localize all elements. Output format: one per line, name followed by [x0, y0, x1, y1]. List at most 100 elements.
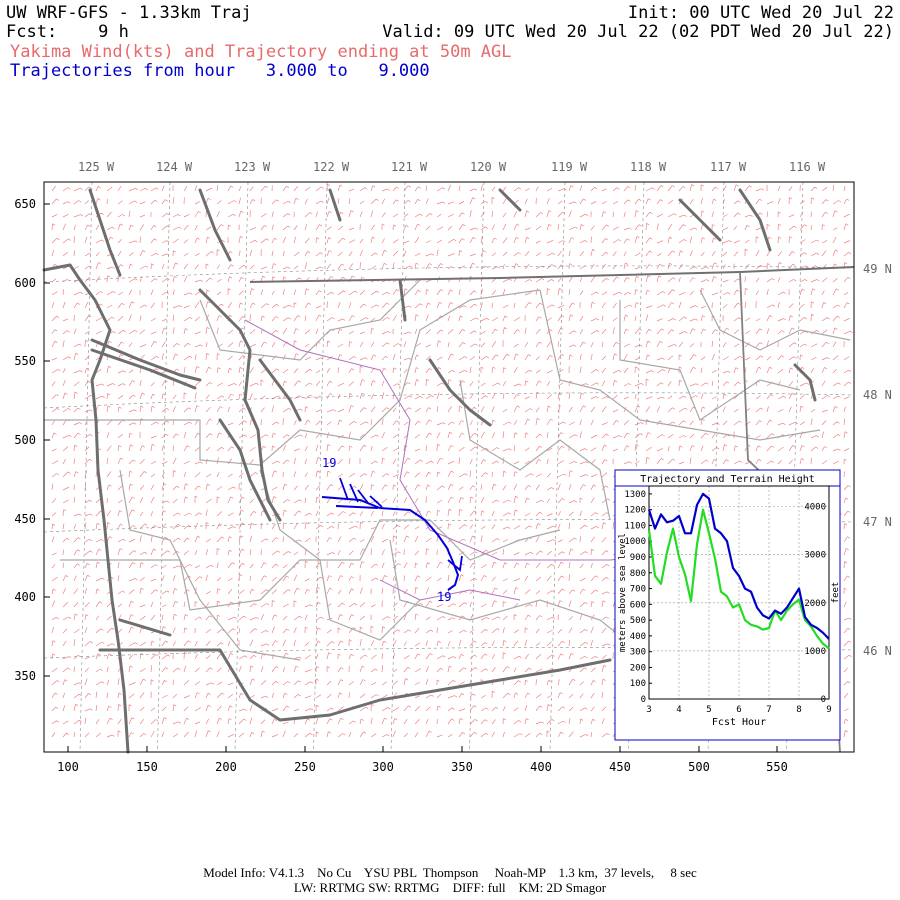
inset-y2-tick-label: 0 [821, 695, 826, 705]
inset-x-tick-label: 6 [736, 705, 741, 715]
inset-y-tick-label: 100 [630, 679, 646, 689]
state-county-borders [44, 266, 855, 753]
inset-x-tick-label: 4 [676, 705, 681, 715]
inset-y-label-right: feet [831, 582, 841, 604]
inset-y-tick-label: 0 [641, 695, 646, 705]
inset-x-tick-label: 9 [826, 705, 831, 715]
inset-x-tick-label: 3 [646, 705, 651, 715]
meridian-line [79, 181, 93, 753]
y-axis-label: 550 [14, 354, 36, 368]
lon-label: 121 W [391, 160, 428, 174]
lon-label: 125 W [78, 160, 115, 174]
inset-x-label: Fcst Hour [712, 717, 766, 728]
lon-label: 120 W [470, 160, 507, 174]
inset-y-tick-label: 1200 [624, 506, 646, 516]
lat-label: 47 N [863, 515, 892, 529]
inset-y-tick-label: 1300 [624, 490, 646, 500]
forecast-hour: Fcst: 9 h [6, 22, 129, 42]
coastline [793, 363, 817, 402]
inset-y-tick-label: 1000 [624, 537, 646, 547]
y-axis-label: 650 [14, 197, 36, 211]
x-axis-label: 450 [609, 760, 631, 774]
inset-x-tick-label: 7 [766, 705, 771, 715]
county-border [699, 289, 851, 351]
county-border [119, 469, 301, 661]
lat-label: 48 N [863, 388, 892, 402]
y-axis-label: 500 [14, 433, 36, 447]
lon-label: 119 W [551, 160, 588, 174]
coastline [678, 198, 722, 242]
coastline [398, 278, 407, 322]
coastline [118, 618, 172, 637]
inset-x-tick-label: 8 [796, 705, 801, 715]
parallel-line [43, 392, 855, 409]
inset-y-label-left: meters above sea level [618, 533, 628, 652]
parallel-line [43, 265, 855, 283]
inset-y-tick-label: 400 [630, 632, 646, 642]
coastline [42, 263, 130, 754]
coastline [90, 338, 202, 382]
trajectory-line [321, 496, 460, 591]
model-info-line1: Model Info: V4.1.3 No Cu YSU PBL Thompso… [203, 865, 697, 880]
meridian-line [234, 181, 249, 753]
county-border [389, 539, 651, 661]
trajectory-barb [357, 489, 369, 504]
inset-plot-frame [648, 485, 830, 700]
inset-y-tick-label: 1100 [624, 521, 646, 531]
inset-y-tick-label: 700 [630, 585, 646, 595]
trajectory-hours: Trajectories from hour 3.000 to 9.000 [10, 61, 430, 81]
y-axis-label: 400 [14, 590, 36, 604]
inset-y-tick-label: 900 [630, 553, 646, 563]
inset-y-tick-label: 800 [630, 569, 646, 579]
county-border [60, 519, 561, 611]
trajectory-line [335, 505, 379, 509]
inset-y-tick-label: 300 [630, 648, 646, 658]
inset-y2-tick-label: 1000 [804, 647, 826, 657]
x-axis-label: 500 [688, 760, 710, 774]
trajectory-end-label: 19 [437, 590, 451, 604]
trajectory-height-line [647, 492, 830, 640]
x-axis-label: 400 [530, 760, 552, 774]
inset-y-tick-label: 500 [630, 616, 646, 626]
lon-label: 117 W [710, 160, 747, 174]
coastline [90, 348, 197, 390]
lon-label: 116 W [789, 160, 826, 174]
inset-y2-tick-label: 3000 [804, 551, 826, 561]
x-axis-label: 300 [372, 760, 394, 774]
parallel-line [43, 519, 855, 533]
county-border [199, 279, 421, 361]
county-border [459, 379, 611, 521]
inset-y2-tick-label: 2000 [804, 599, 826, 609]
map-frame [43, 181, 855, 753]
coastline [738, 188, 772, 252]
meridian-line [390, 181, 406, 753]
lat-label: 46 N [863, 644, 892, 658]
inset-y-tick-label: 600 [630, 600, 646, 610]
county-border [259, 469, 421, 641]
coastline [218, 418, 272, 522]
inset-y2-tick-label: 4000 [804, 503, 826, 513]
trajectory-barb [447, 555, 463, 572]
county-border [539, 289, 821, 441]
x-axis-label: 350 [451, 760, 473, 774]
trajectory-start-label: 19 [322, 456, 336, 470]
valid-time: Valid: 09 UTC Wed 20 Jul 22 (02 PDT Wed … [382, 22, 894, 42]
x-axis-label: 100 [57, 760, 79, 774]
x-axis-label: 200 [215, 760, 237, 774]
lat-label: 49 N [863, 262, 892, 276]
field-description: Yakima Wind(kts) and Trajectory ending a… [10, 42, 512, 62]
map-axis-labels: 125 W 124 W 123 W 122 W 121 W 120 W 119 W 118 W… [14, 160, 892, 774]
trajectory-barb [369, 495, 383, 508]
trajectory-barb [349, 483, 359, 503]
y-axis-label: 350 [14, 669, 36, 683]
inset-y-tick-label: 200 [630, 663, 646, 673]
county-border [619, 300, 801, 421]
init-time: Init: 00 UTC Wed 20 Jul 22 [627, 3, 894, 23]
lon-label: 123 W [234, 160, 271, 174]
lon-label: 118 W [630, 160, 667, 174]
trajectory-barb [339, 477, 349, 501]
x-axis-label: 150 [136, 760, 158, 774]
meridian-line [469, 181, 485, 753]
